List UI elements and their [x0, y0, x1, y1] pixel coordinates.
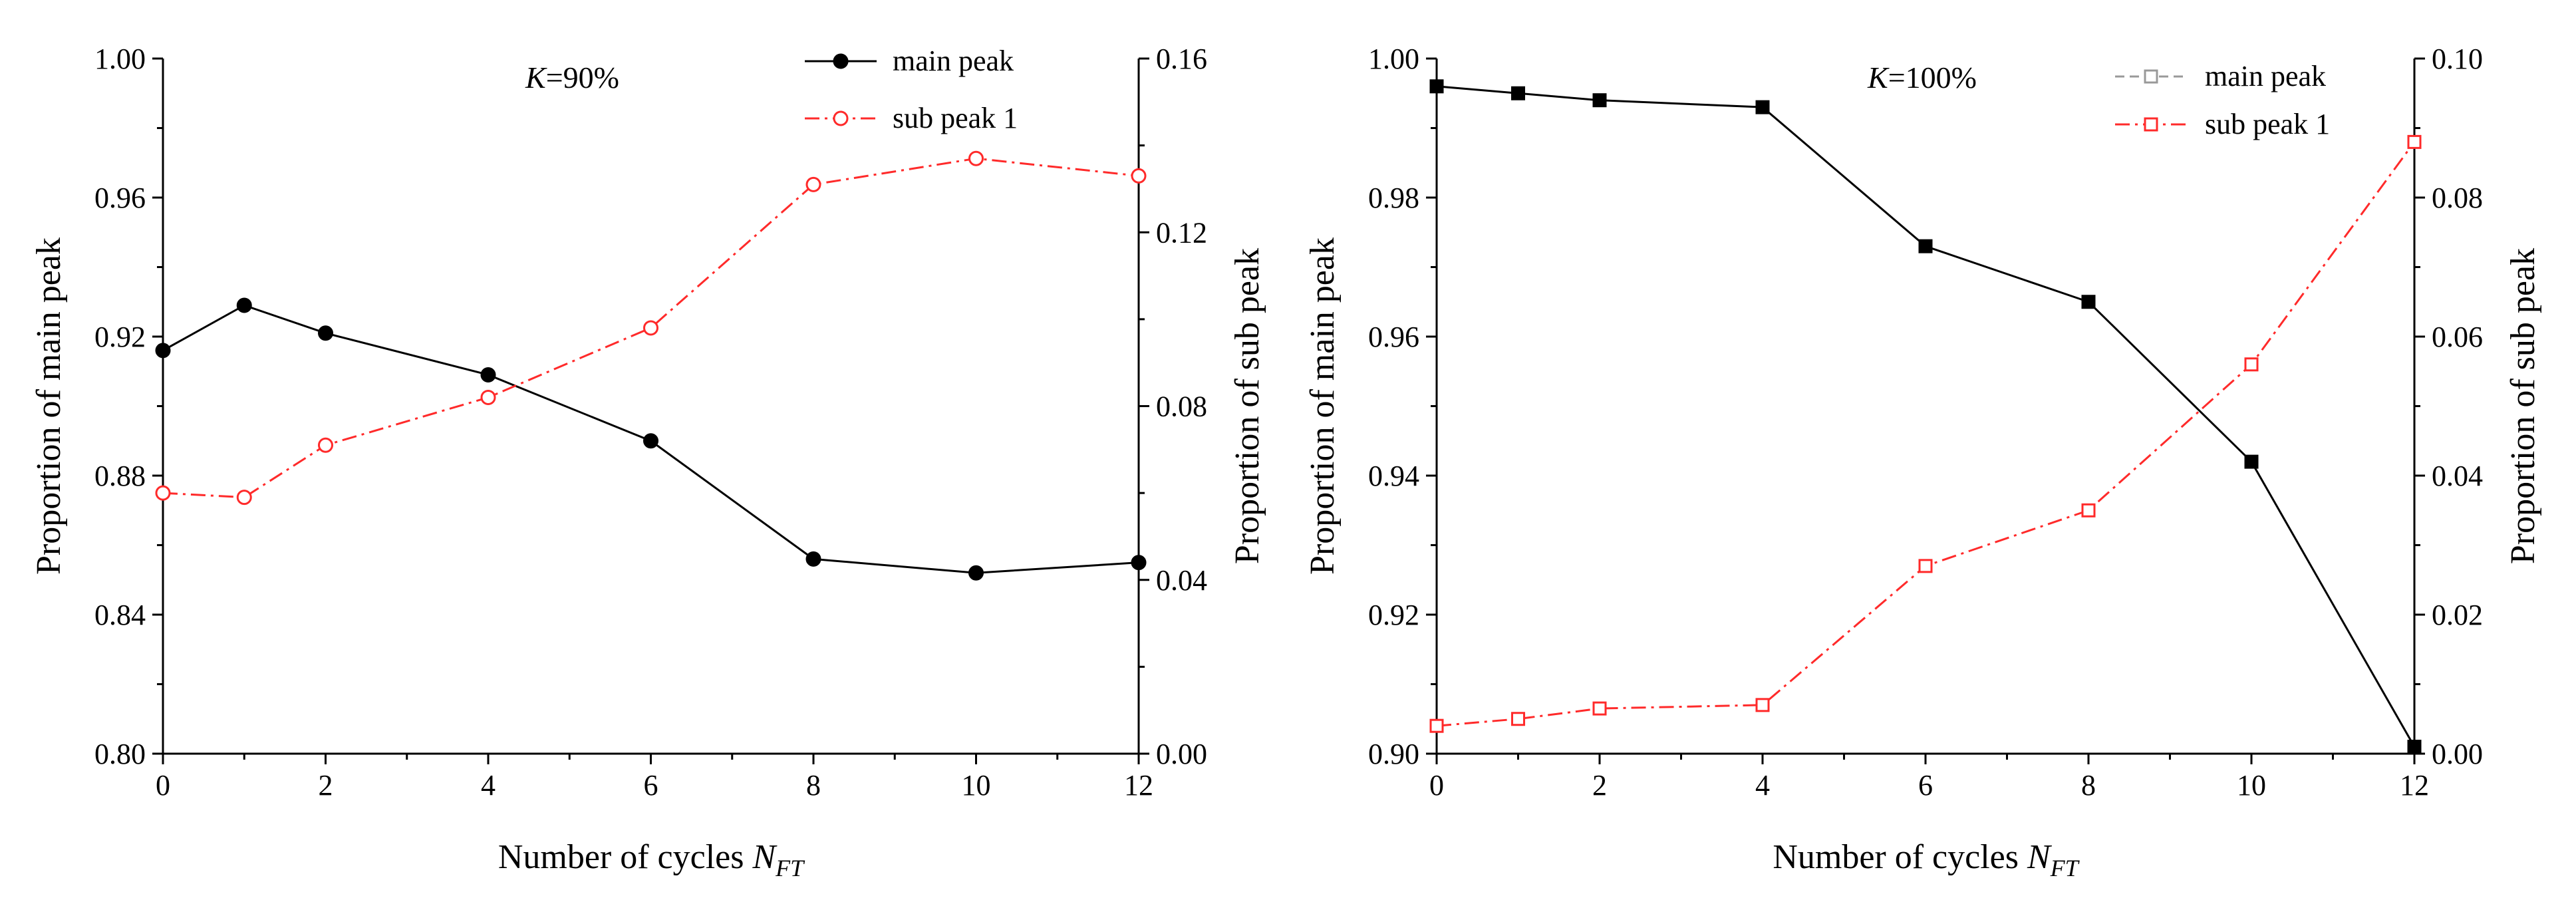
y-right-tick-label: 0.12 — [1156, 216, 1207, 249]
series-line-main-peak — [162, 304, 1139, 574]
data-point-main-peak — [236, 297, 252, 313]
legend-marker — [2144, 69, 2158, 84]
x-tick-label: 10 — [962, 769, 991, 802]
legend-marker — [833, 53, 849, 69]
legend-label: main peak — [893, 45, 1014, 77]
y-right-tick-label: 0.10 — [2432, 43, 2483, 75]
data-point-sub-peak-1 — [155, 485, 171, 501]
data-point-main-peak — [2244, 454, 2259, 469]
y-left-tick-label: 1.00 — [94, 43, 146, 75]
x-tick-label: 2 — [319, 769, 333, 802]
legend-marker — [2144, 117, 2158, 132]
y-right-tick-label: 0.08 — [1156, 390, 1207, 423]
data-point-main-peak — [1918, 239, 1933, 253]
data-point-main-peak — [480, 367, 496, 382]
data-point-main-peak — [643, 433, 658, 449]
y-left-tick-label: 1.00 — [1368, 43, 1419, 75]
y-left-axis-label: Proportion of main peak — [30, 237, 68, 575]
data-point-sub-peak-1 — [1755, 698, 1770, 712]
chart-1: 0 2 4 6 8 10 12 0.80 0.84 0.88 0.92 0.96 1.00 0.00 0.0… — [30, 43, 1266, 881]
data-point-main-peak — [155, 343, 171, 359]
legend-label: sub peak 1 — [2205, 108, 2330, 140]
x-tick-label: 8 — [2081, 769, 2096, 802]
data-point-sub-peak-1 — [236, 490, 252, 506]
y-left-tick-label: 0.96 — [94, 182, 146, 214]
y-right-tick-label: 0.00 — [1156, 738, 1207, 770]
x-tick-label: 12 — [1124, 769, 1153, 802]
data-point-sub-peak-1 — [968, 150, 984, 166]
x-tick-label: 0 — [156, 769, 170, 802]
data-point-main-peak — [318, 325, 333, 341]
data-point-main-peak — [1131, 555, 1147, 571]
data-point-sub-peak-1 — [1131, 168, 1147, 184]
y-right-tick-label: 0.06 — [2432, 321, 2483, 353]
y-right-axis-label: Proportion of sub peak — [1228, 248, 1266, 564]
data-point-sub-peak-1 — [643, 320, 658, 336]
y-right-tick-label: 0.00 — [2432, 738, 2483, 770]
data-point-sub-peak-1 — [318, 437, 333, 453]
y-left-axis-label: Proportion of main peak — [1304, 237, 1342, 575]
data-point-sub-peak-1 — [2244, 357, 2259, 372]
k-annotation: K=90% — [525, 61, 619, 94]
y-right-tick-label: 0.16 — [1156, 43, 1207, 75]
data-point-main-peak — [2081, 295, 2096, 309]
y-left-tick-label: 0.80 — [94, 738, 146, 770]
data-point-main-peak — [1429, 79, 1444, 94]
y-right-tick-label: 0.08 — [2432, 182, 2483, 214]
chart-2: 0 2 4 6 8 10 12 0.90 0.92 0.94 0.96 0.98 1.00 0.00 0.0… — [1304, 43, 2542, 881]
x-axis-label: Number of cycles NFT — [1773, 838, 2080, 881]
legend-label: sub peak 1 — [893, 102, 1018, 134]
data-point-main-peak — [2407, 740, 2422, 754]
series-line-main-peak — [1436, 85, 2416, 748]
y-right-axis-label: Proportion of sub peak — [2504, 248, 2542, 564]
x-tick-label: 10 — [2237, 769, 2266, 802]
data-point-sub-peak-1 — [2407, 134, 2422, 149]
y-right-tick-label: 0.04 — [2432, 460, 2483, 492]
data-point-sub-peak-1 — [805, 176, 821, 192]
y-left-tick-label: 0.92 — [94, 321, 146, 353]
data-point-sub-peak-1 — [480, 389, 496, 405]
x-tick-label: 4 — [1755, 769, 1770, 802]
x-tick-label: 4 — [481, 769, 496, 802]
y-left-tick-label: 0.84 — [94, 599, 146, 631]
k-annotation: K=100% — [1867, 61, 1977, 94]
y-right-tick-label: 0.02 — [2432, 599, 2483, 631]
data-point-main-peak — [1511, 86, 1525, 100]
series-line-sub-peak-1 — [162, 157, 1139, 499]
x-tick-label: 6 — [644, 769, 658, 802]
y-left-tick-label: 0.98 — [1368, 182, 1419, 214]
data-point-main-peak — [805, 551, 821, 567]
x-axis-label: Number of cycles NFT — [498, 838, 805, 881]
x-tick-label: 0 — [1429, 769, 1444, 802]
data-point-main-peak — [1592, 93, 1607, 108]
data-point-sub-peak-1 — [2081, 503, 2096, 518]
x-tick-label: 12 — [2400, 769, 2429, 802]
data-point-sub-peak-1 — [1429, 718, 1444, 733]
y-right-tick-label: 0.04 — [1156, 564, 1207, 597]
legend-marker — [833, 110, 849, 126]
y-left-tick-label: 0.88 — [94, 460, 146, 492]
data-point-sub-peak-1 — [1918, 559, 1933, 573]
data-point-main-peak — [1755, 100, 1770, 114]
x-tick-label: 8 — [806, 769, 821, 802]
data-point-sub-peak-1 — [1511, 712, 1525, 726]
series-line-sub-peak-1 — [1436, 141, 2416, 727]
y-left-tick-label: 0.90 — [1368, 738, 1419, 770]
data-point-main-peak — [968, 565, 984, 581]
y-left-tick-label: 0.96 — [1368, 321, 1419, 353]
y-left-tick-label: 0.94 — [1368, 460, 1419, 492]
legend-label: main peak — [2205, 60, 2326, 92]
x-tick-label: 2 — [1592, 769, 1607, 802]
data-point-sub-peak-1 — [1592, 701, 1607, 716]
y-left-tick-label: 0.92 — [1368, 599, 1419, 631]
x-tick-label: 6 — [1918, 769, 1933, 802]
